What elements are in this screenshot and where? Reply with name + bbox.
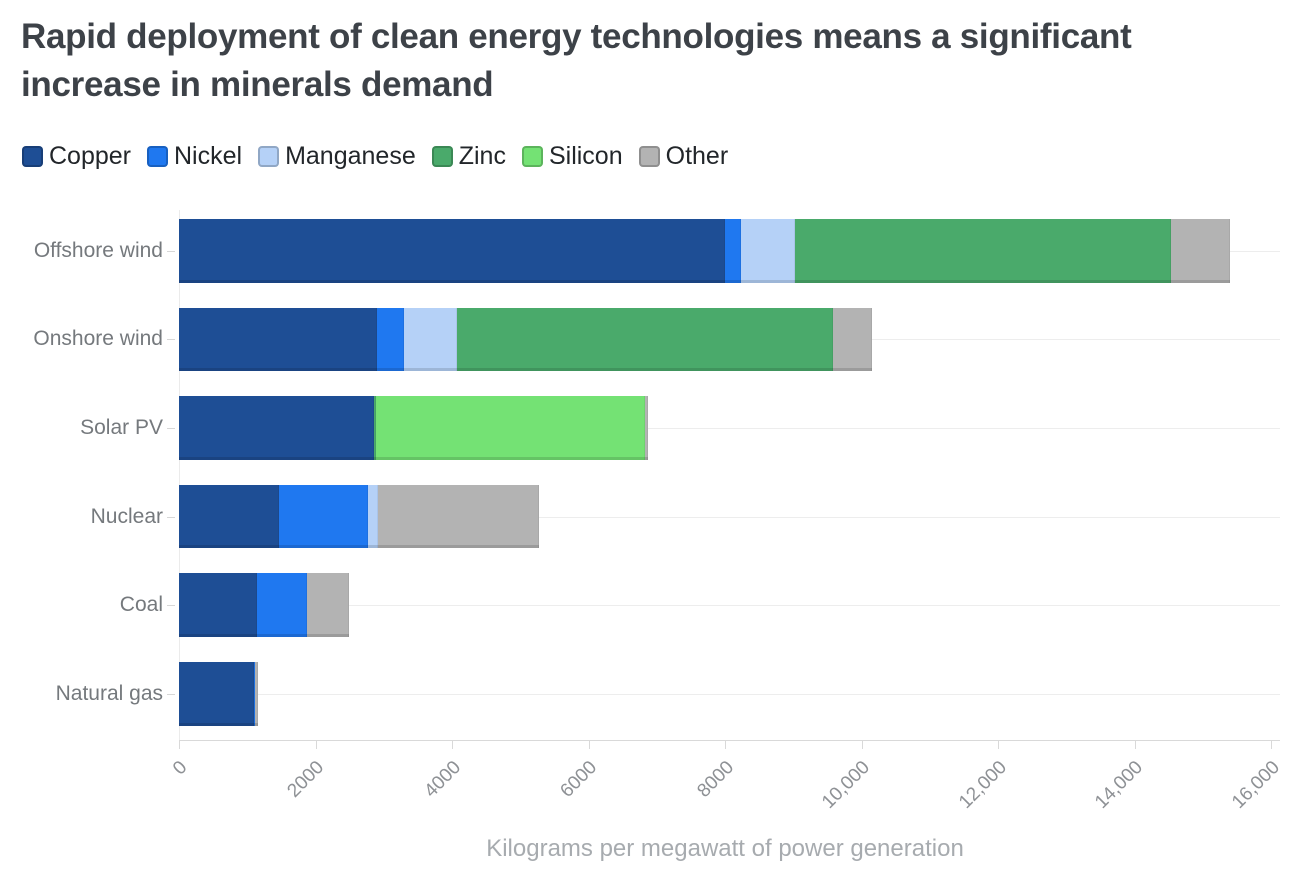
category-label-natural-gas: Natural gas bbox=[55, 681, 163, 705]
bar-nuclear bbox=[179, 484, 1271, 549]
bar-segment-solar-pv-copper[interactable] bbox=[179, 396, 374, 460]
legend-item-silicon[interactable]: Silicon bbox=[521, 142, 623, 171]
legend-label-manganese: Manganese bbox=[285, 142, 416, 170]
bar-coal bbox=[179, 573, 1271, 637]
bar-segment-solar-pv-zinc[interactable] bbox=[373, 396, 376, 460]
bar-segment-coal-copper[interactable] bbox=[179, 573, 258, 637]
legend-label-silicon: Silicon bbox=[548, 142, 623, 170]
bar-segment-offshore-wind-other[interactable] bbox=[1170, 219, 1231, 283]
bar-segment-solar-pv-silicon[interactable] bbox=[375, 396, 646, 460]
legend-swatch-zinc-icon bbox=[431, 146, 453, 167]
x-tick-16-000 bbox=[1271, 741, 1272, 749]
x-tick-6000 bbox=[588, 741, 590, 749]
legend-label-zinc: Zinc bbox=[458, 142, 506, 170]
legend-swatch-manganese-icon bbox=[258, 146, 280, 167]
category-label-offshore-wind: Offshore wind bbox=[33, 238, 163, 262]
bar-segment-onshore-wind-manganese[interactable] bbox=[404, 307, 458, 372]
bar-segment-offshore-wind-manganese[interactable] bbox=[741, 219, 796, 283]
legend-item-nickel[interactable]: Nickel bbox=[147, 142, 242, 171]
x-tick-label-14-000: 14,000 bbox=[1091, 757, 1148, 813]
category-label-solar-pv: Solar PV bbox=[80, 415, 163, 439]
x-tick-label-6000: 6000 bbox=[556, 757, 602, 802]
category-tick-solar-pv bbox=[167, 427, 175, 429]
x-tick-14-000 bbox=[1134, 741, 1136, 749]
bar-segment-onshore-wind-copper[interactable] bbox=[179, 307, 377, 372]
category-tick-offshore-wind bbox=[167, 250, 175, 252]
x-tick-10-000 bbox=[861, 741, 863, 749]
bar-segment-nuclear-other[interactable] bbox=[378, 484, 539, 549]
bar-segment-nuclear-copper[interactable] bbox=[179, 484, 280, 549]
bar-segment-nuclear-manganese[interactable] bbox=[368, 484, 379, 549]
bar-segment-coal-nickel[interactable] bbox=[257, 573, 307, 637]
bar-segment-onshore-wind-other[interactable] bbox=[832, 307, 873, 372]
row-guide-nuclear bbox=[179, 516, 1280, 518]
y-axis-line bbox=[179, 210, 180, 740]
legend-item-copper[interactable]: Copper bbox=[22, 142, 131, 171]
x-tick-label-8000: 8000 bbox=[693, 757, 738, 802]
bar-segment-natural-gas-nickel[interactable] bbox=[254, 662, 256, 726]
chart-title: Rapid deployment of clean energy technol… bbox=[21, 17, 1132, 104]
row-guide-solar-pv bbox=[179, 427, 1280, 429]
bar-offshore-wind bbox=[179, 219, 1271, 283]
bar-segment-offshore-wind-copper[interactable] bbox=[179, 219, 725, 283]
bar-segment-offshore-wind-zinc[interactable] bbox=[795, 219, 1171, 283]
category-tick-nuclear bbox=[167, 516, 175, 518]
legend-item-zinc[interactable]: Zinc bbox=[431, 142, 506, 171]
category-label-nuclear: Nuclear bbox=[90, 504, 163, 528]
legend-swatch-nickel-icon bbox=[147, 146, 168, 167]
x-tick-2000 bbox=[315, 741, 317, 749]
x-tick-label-12-000: 12,000 bbox=[954, 757, 1011, 813]
x-tick-4000 bbox=[452, 741, 453, 749]
x-tick-0 bbox=[179, 741, 180, 749]
legend-label-nickel: Nickel bbox=[174, 142, 243, 170]
category-label-onshore-wind: Onshore wind bbox=[33, 327, 163, 351]
x-tick-label-2000: 2000 bbox=[283, 757, 329, 802]
category-label-coal: Coal bbox=[119, 593, 163, 617]
x-axis-title: Kilograms per megawatt of power generati… bbox=[486, 835, 964, 862]
bar-solar-pv bbox=[179, 396, 1271, 460]
x-axis-line bbox=[179, 740, 1280, 741]
stacked-bar-chart: 0 2000 4000 6000 8000 10,000 12,000 14,000 16,00… bbox=[0, 210, 1300, 813]
category-tick-natural-gas bbox=[167, 693, 175, 695]
bar-segment-natural-gas-other[interactable] bbox=[255, 662, 259, 726]
legend: Copper Nickel Manganese Zinc Silicon Other bbox=[22, 142, 728, 171]
bar-segment-solar-pv-other[interactable] bbox=[645, 396, 648, 460]
category-tick-coal bbox=[167, 605, 175, 607]
x-tick-label-4000: 4000 bbox=[420, 757, 465, 802]
legend-label-copper: Copper bbox=[49, 142, 131, 170]
bar-segment-coal-other[interactable] bbox=[306, 573, 349, 637]
x-tick-8000 bbox=[725, 741, 726, 749]
category-tick-onshore-wind bbox=[167, 339, 175, 341]
legend-swatch-silicon-icon bbox=[521, 146, 543, 167]
row-guide-coal bbox=[179, 605, 1280, 607]
x-tick-label-16-000: 16,000 bbox=[1227, 757, 1284, 813]
bar-segment-onshore-wind-zinc[interactable] bbox=[457, 307, 833, 372]
legend-label-other: Other bbox=[665, 142, 729, 170]
x-tick-label-10-000: 10,000 bbox=[818, 757, 875, 813]
legend-item-other[interactable]: Other bbox=[638, 142, 729, 171]
bar-onshore-wind bbox=[179, 307, 1271, 372]
x-tick-label-0: 0 bbox=[169, 757, 192, 780]
bar-segment-offshore-wind-nickel[interactable] bbox=[725, 219, 742, 283]
bar-segment-natural-gas-copper[interactable] bbox=[179, 662, 255, 726]
row-guide-natural-gas bbox=[179, 693, 1280, 695]
bar-natural-gas bbox=[179, 662, 1271, 726]
legend-swatch-copper-icon bbox=[22, 146, 43, 167]
plot-area: 0 2000 4000 6000 8000 10,000 12,000 14,000 16,00… bbox=[170, 210, 1284, 813]
bar-segment-onshore-wind-nickel[interactable] bbox=[376, 307, 405, 372]
legend-swatch-other-icon bbox=[638, 146, 660, 167]
x-tick-12-000 bbox=[998, 741, 999, 749]
bar-segment-nuclear-nickel[interactable] bbox=[279, 484, 369, 549]
legend-item-manganese[interactable]: Manganese bbox=[258, 142, 416, 171]
